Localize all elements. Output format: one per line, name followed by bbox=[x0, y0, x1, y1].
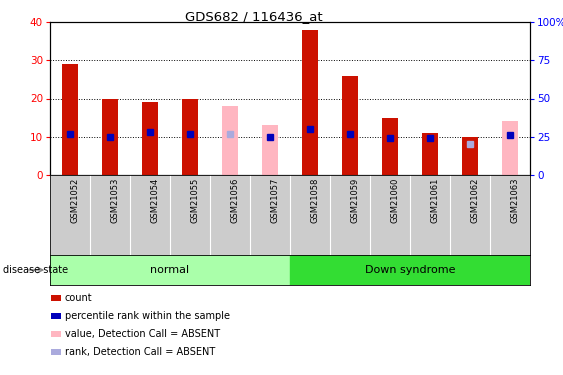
Text: normal: normal bbox=[150, 265, 190, 275]
Text: GSM21060: GSM21060 bbox=[390, 177, 399, 223]
Text: percentile rank within the sample: percentile rank within the sample bbox=[65, 311, 230, 321]
Text: GSM21062: GSM21062 bbox=[470, 177, 479, 223]
Bar bbox=[62, 64, 78, 175]
Text: count: count bbox=[65, 293, 92, 303]
Bar bbox=[302, 30, 318, 175]
Text: value, Detection Call = ABSENT: value, Detection Call = ABSENT bbox=[65, 329, 220, 339]
Text: GSM21061: GSM21061 bbox=[430, 177, 439, 223]
Text: GSM21052: GSM21052 bbox=[70, 177, 79, 223]
Bar bbox=[50, 255, 290, 285]
Bar bbox=[462, 137, 478, 175]
Bar bbox=[382, 118, 398, 175]
Text: GSM21054: GSM21054 bbox=[150, 177, 159, 223]
Text: GSM21053: GSM21053 bbox=[110, 177, 119, 223]
Bar bbox=[290, 255, 530, 285]
Text: GSM21056: GSM21056 bbox=[230, 177, 239, 223]
Text: disease state: disease state bbox=[3, 265, 68, 275]
Text: GSM21057: GSM21057 bbox=[270, 177, 279, 223]
Bar bbox=[422, 133, 438, 175]
Text: GDS682 / 116436_at: GDS682 / 116436_at bbox=[185, 10, 322, 23]
Text: GSM21063: GSM21063 bbox=[510, 177, 519, 223]
Bar bbox=[222, 106, 238, 175]
Bar bbox=[502, 122, 518, 175]
Text: GSM21058: GSM21058 bbox=[310, 177, 319, 223]
Text: rank, Detection Call = ABSENT: rank, Detection Call = ABSENT bbox=[65, 347, 215, 357]
Text: Down syndrome: Down syndrome bbox=[365, 265, 455, 275]
Bar bbox=[182, 99, 198, 175]
Bar bbox=[262, 125, 278, 175]
Bar bbox=[102, 99, 118, 175]
Bar bbox=[342, 75, 358, 175]
Text: GSM21055: GSM21055 bbox=[190, 177, 199, 223]
Bar bbox=[142, 102, 158, 175]
Text: GSM21059: GSM21059 bbox=[350, 177, 359, 223]
